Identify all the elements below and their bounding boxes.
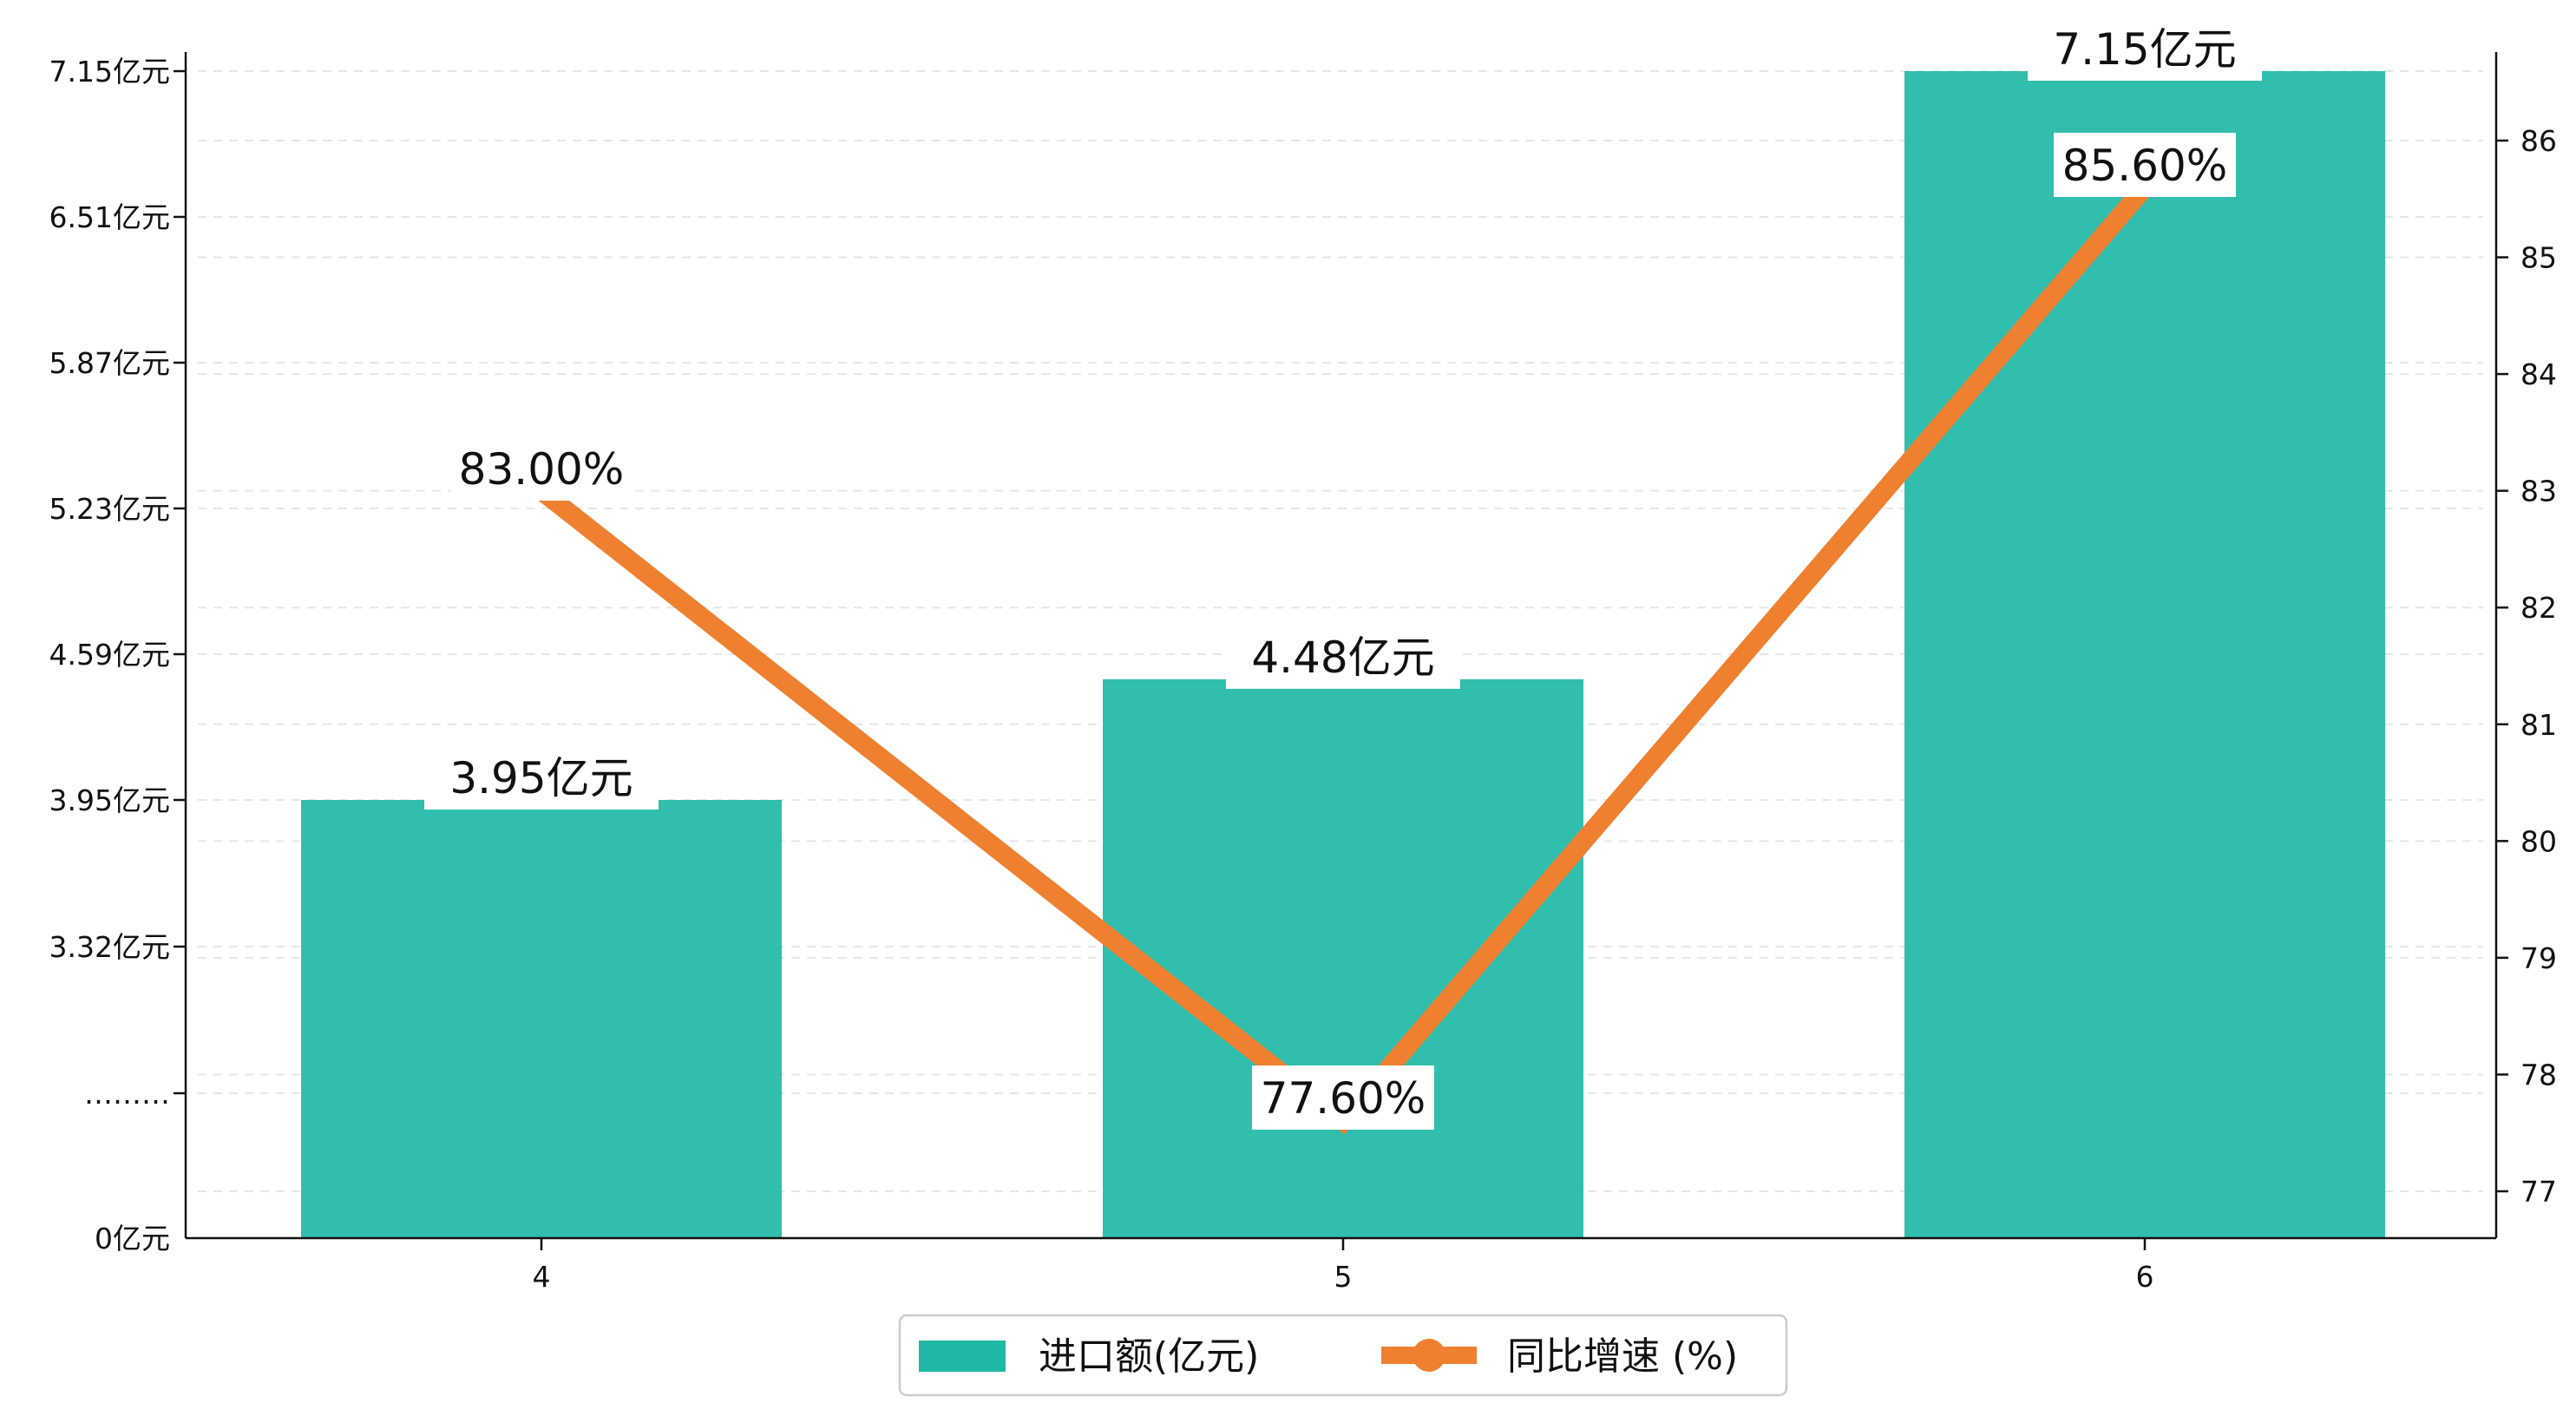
growth-value-label-box (1252, 1065, 1434, 1130)
growth-value-label-box (2054, 133, 2236, 197)
x-tick-label: 4 (533, 1260, 551, 1294)
right-tick-label: 78 (2520, 1058, 2557, 1092)
bar-value-label-box (424, 745, 659, 810)
legend-box (898, 1314, 1788, 1397)
bar-series (301, 71, 2385, 1238)
left-tick-label: 3.95亿元 (49, 783, 170, 817)
bar-6 (1904, 71, 2385, 1238)
bar-5 (1103, 678, 1583, 1238)
left-tick-label: 7.15亿元 (49, 55, 170, 88)
right-tick-label: 79 (2520, 941, 2557, 975)
left-tick-label: 5.87亿元 (49, 346, 170, 380)
growth-value-label: 77.60% (1261, 1073, 1426, 1124)
left-tick-label: 3.32亿元 (49, 930, 170, 964)
legend-label-bar: 进口额(亿元) (1039, 1334, 1259, 1379)
legend: 进口额(亿元) 同比增速 (%) (898, 1314, 1788, 1397)
right-tick-label: 83 (2520, 475, 2557, 508)
bar-value-label: 7.15亿元 (2053, 24, 2236, 75)
left-tick-label: 4.59亿元 (49, 638, 170, 672)
growth-value-label: 85.60% (2062, 141, 2228, 191)
bar-value-label: 4.48亿元 (1251, 633, 1434, 683)
legend-swatch-bar (919, 1341, 1006, 1372)
right-tick-label: 82 (2520, 591, 2557, 625)
bar-value-label: 3.95亿元 (449, 753, 633, 803)
right-tick-label: 86 (2520, 124, 2557, 158)
bar-value-label-box (2028, 16, 2262, 81)
left-tick-label: 5.23亿元 (49, 492, 170, 526)
right-tick-label: 84 (2520, 357, 2557, 391)
growth-value-label-box (450, 436, 633, 501)
bar-4 (301, 800, 782, 1238)
right-tick-label: 81 (2520, 708, 2557, 742)
bar-value-label-box (1226, 624, 1460, 689)
axes: 0亿元 ……… 3.32亿元 3.95亿元 4.59亿元 5.23亿元 5.87亿元 6.51… (49, 52, 2557, 1294)
right-tick-label: 77 (2520, 1175, 2557, 1209)
legend-label-line: 同比增速 (%) (1507, 1334, 1738, 1379)
x-tick-label: 5 (1334, 1260, 1353, 1294)
x-tick-label: 6 (2136, 1260, 2154, 1294)
right-tick-label: 85 (2520, 241, 2557, 275)
data-labels: 3.95亿元 4.48亿元 7.15亿元 83.00% 77.60% 85.60% (424, 16, 2262, 1130)
left-tick-label: 0亿元 (95, 1222, 170, 1255)
growth-value-label: 83.00% (459, 444, 625, 495)
left-tick-label: 6.51亿元 (49, 200, 170, 234)
right-tick-label: 80 (2520, 824, 2557, 858)
left-tick-label: ……… (84, 1077, 170, 1111)
legend-marker-line (1413, 1339, 1445, 1372)
